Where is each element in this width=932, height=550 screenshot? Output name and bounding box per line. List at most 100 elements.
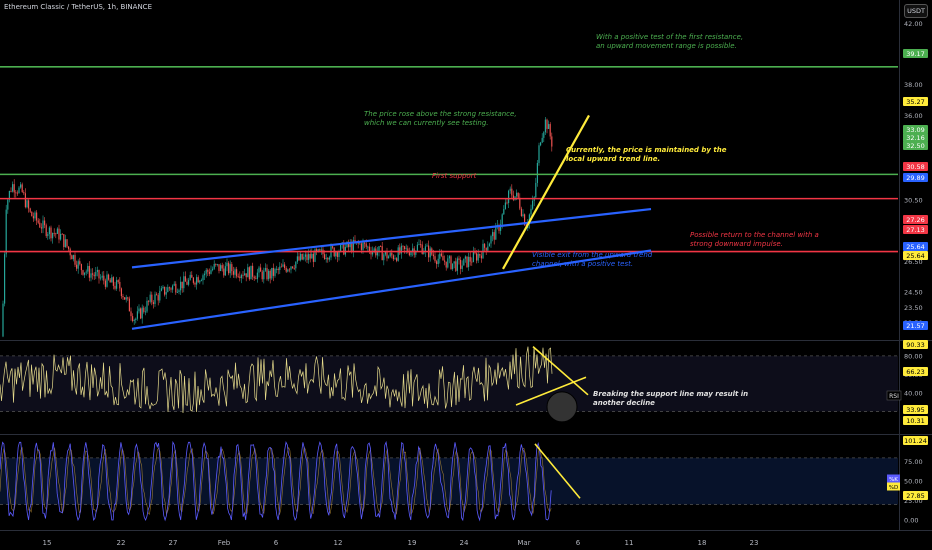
candle-body <box>223 268 225 276</box>
candle-body <box>516 192 518 197</box>
candle-body <box>192 277 194 283</box>
candle-body <box>164 286 166 295</box>
candle-body <box>162 286 164 289</box>
candle-body <box>263 270 265 280</box>
candle-body <box>469 256 471 262</box>
candle-body <box>124 297 126 300</box>
candle-body <box>261 271 263 280</box>
candle-body <box>506 202 508 204</box>
candle-body <box>400 245 402 254</box>
candle-body <box>351 243 353 253</box>
candle-body <box>508 190 510 204</box>
candle-body <box>532 200 534 209</box>
candle-body <box>437 258 439 265</box>
candle-body <box>258 267 260 273</box>
candle-body <box>264 268 266 271</box>
candle-body <box>541 137 543 143</box>
x-tick-label: 22 <box>117 539 126 547</box>
candle-body <box>485 247 487 251</box>
x-tick-label: 23 <box>750 539 759 547</box>
candle-body <box>250 265 252 280</box>
price-candles <box>2 116 553 338</box>
candle-body <box>416 244 418 251</box>
candle-body <box>530 208 532 215</box>
candle-body <box>29 208 31 212</box>
candle-body <box>37 220 39 223</box>
y-tick-label: 26.50 <box>904 258 923 266</box>
candle-body <box>45 225 47 237</box>
candle-body <box>53 232 55 234</box>
candle-body <box>504 202 506 209</box>
price-label-bg <box>903 141 928 150</box>
candle-body <box>236 269 238 277</box>
candle-body <box>48 227 50 235</box>
rsi-trendline <box>532 346 589 396</box>
candle-body <box>210 270 212 274</box>
symbol-title[interactable]: Ethereum Classic / TetherUS, 1h, BINANCE <box>4 3 152 11</box>
stoch-label: 101.24 <box>904 437 927 445</box>
candle-body <box>103 275 105 281</box>
candle-body <box>23 192 25 194</box>
candle-body <box>92 273 94 275</box>
candle-body <box>224 266 226 276</box>
candle-body <box>71 255 73 260</box>
candle-body <box>378 246 380 252</box>
price-label-bg <box>903 125 928 134</box>
candle-body <box>450 256 452 270</box>
annotation-line: Currently, the price is maintained by th… <box>566 146 727 154</box>
candle-body <box>135 318 137 321</box>
price-label: 35.27 <box>906 98 925 106</box>
candle-body <box>349 243 351 248</box>
candle-body <box>335 251 337 257</box>
stoch-name-tag: %K <box>889 477 898 483</box>
candle-body <box>549 124 551 137</box>
annotation-line: Breaking the support line may result in <box>593 390 749 398</box>
candle-body <box>476 253 478 261</box>
candle-body <box>484 243 486 248</box>
candle-body <box>127 297 129 299</box>
candle-body <box>480 255 482 259</box>
stoch-tick-label: 0.00 <box>904 517 918 525</box>
candle-body <box>298 256 300 261</box>
candle-body <box>218 264 220 271</box>
currency-button[interactable]: USDT <box>904 4 928 18</box>
price-label: 32.50 <box>906 142 925 150</box>
candle-body <box>220 265 222 271</box>
candle-body <box>109 279 111 283</box>
candle-body <box>444 260 446 262</box>
candle-body <box>410 251 412 256</box>
candle-body <box>42 220 44 229</box>
candle-body <box>2 303 4 337</box>
price-label: 30.58 <box>906 163 925 171</box>
candle-body <box>477 254 479 261</box>
candle-body <box>120 288 122 297</box>
candle-body <box>464 256 466 259</box>
candle-body <box>399 247 401 254</box>
candle-body <box>488 243 490 247</box>
candle-body <box>34 212 36 219</box>
candle-body <box>288 269 290 271</box>
candle-body <box>199 280 201 283</box>
candle-body <box>16 192 18 194</box>
y-tick-label: 38.00 <box>904 81 923 89</box>
candle-body <box>292 266 294 268</box>
candle-body <box>487 246 489 251</box>
candle-body <box>540 142 542 146</box>
x-tick-label: 12 <box>334 539 343 547</box>
candle-body <box>309 254 311 259</box>
candle-body <box>64 239 66 248</box>
rsi-trendline <box>515 376 587 406</box>
candle-body <box>408 252 410 256</box>
candle-body <box>332 246 334 248</box>
candle-body <box>388 256 390 259</box>
candle-body <box>229 264 231 274</box>
candle-body <box>269 270 271 279</box>
x-tick-label: Mar <box>517 539 530 547</box>
candle-body <box>479 254 481 256</box>
candle-body <box>466 256 468 268</box>
candle-body <box>520 208 522 217</box>
candle-body <box>439 253 441 259</box>
price-label-bg <box>903 49 928 58</box>
candle-body <box>189 274 191 280</box>
price-label: 32.16 <box>906 134 925 142</box>
